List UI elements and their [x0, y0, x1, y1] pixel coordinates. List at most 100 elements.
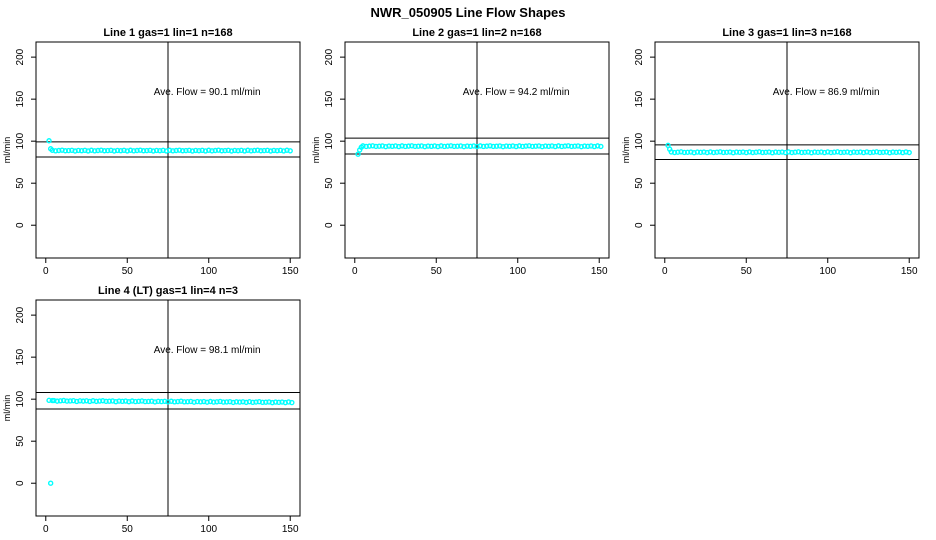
data-point [529, 143, 536, 150]
y-tick-label: 150 [634, 90, 645, 107]
data-point [523, 143, 529, 149]
data-point [104, 147, 111, 154]
y-tick-label: 50 [634, 177, 645, 189]
data-point [173, 147, 179, 154]
data-point [214, 399, 220, 405]
x-tick-label: 0 [43, 266, 49, 277]
data-point [46, 397, 52, 404]
data-point [54, 398, 60, 404]
x-tick-label: 150 [282, 266, 299, 277]
data-point [179, 148, 186, 154]
y-tick-label: 0 [324, 222, 335, 228]
data-point [870, 149, 877, 155]
y-tick-label: 100 [15, 390, 26, 407]
data-point [155, 398, 161, 405]
data-point [542, 143, 549, 149]
data-point [467, 143, 474, 150]
data-point [271, 147, 277, 154]
avg-flow-annotation: Ave. Flow = 94.2 ml/min [463, 87, 570, 98]
data-point [464, 143, 470, 149]
data-point [671, 149, 678, 156]
y-tick-label: 150 [15, 348, 26, 365]
panel-line-3: Line 3 gas=1 lin=3 n=168 0 50 100 150 0 50 100 1… [621, 27, 920, 277]
data-point [183, 147, 189, 154]
data-point [484, 143, 490, 149]
x-tick-label: 50 [122, 266, 134, 277]
data-point [559, 143, 565, 150]
data-point [67, 398, 73, 404]
y-tick-label: 150 [324, 90, 335, 107]
data-point [851, 149, 857, 155]
data-point [248, 148, 254, 154]
data-point [877, 149, 883, 156]
data-point [720, 149, 727, 156]
data-point [96, 398, 103, 404]
y-tick-label: 200 [15, 48, 26, 65]
panel-title: Line 2 gas=1 lin=2 n=168 [412, 27, 541, 39]
data-point [454, 143, 461, 149]
data-point [893, 149, 899, 156]
data-point [598, 143, 604, 150]
data-point [56, 147, 62, 154]
data-point [854, 149, 860, 156]
data-point [759, 149, 766, 156]
data-point [562, 143, 568, 149]
data-point [493, 143, 500, 149]
data-point [506, 143, 513, 150]
data-point [114, 147, 121, 154]
data-point [57, 398, 64, 404]
x-tick-label: 0 [662, 266, 668, 277]
data-point [776, 149, 782, 156]
data-point [157, 147, 163, 154]
plot-border [654, 41, 920, 259]
plot-border [344, 41, 610, 259]
data-point [101, 148, 108, 154]
x-tick-label: 100 [819, 266, 836, 277]
data-point [697, 149, 704, 156]
y-tick-label: 0 [15, 222, 26, 228]
data-point [153, 147, 160, 154]
data-point [210, 399, 217, 405]
data-point [386, 143, 392, 149]
data-point [425, 143, 431, 149]
y-tick-label: 0 [634, 222, 645, 228]
data-point [175, 398, 181, 405]
data-point [581, 143, 588, 149]
x-tick-label: 150 [901, 266, 918, 277]
data-point [220, 399, 227, 405]
x-tick-label: 150 [282, 524, 299, 535]
data-point [65, 147, 72, 154]
data-point [91, 148, 98, 154]
y-tick-label: 200 [634, 48, 645, 65]
data-point [490, 143, 497, 150]
data-point [532, 143, 539, 149]
data-point [184, 398, 191, 405]
x-tick-label: 50 [431, 266, 443, 277]
data-point [222, 147, 228, 154]
data-point [118, 147, 124, 154]
plot-border [35, 41, 301, 259]
x-tick-label: 0 [43, 524, 49, 535]
data-point [209, 148, 215, 154]
data-point [103, 398, 109, 405]
data-point [675, 149, 681, 155]
data-point [880, 149, 886, 155]
y-tick-label: 100 [324, 132, 335, 149]
data-point [194, 398, 201, 405]
data-point [402, 143, 409, 150]
data-point [737, 149, 743, 156]
panel-line-1: Line 1 gas=1 lin=1 n=168 0 50 100 150 0 50 100 1… [2, 27, 301, 277]
data-points [355, 143, 604, 157]
plot-border [35, 299, 301, 517]
data-point [838, 149, 844, 156]
data-point [235, 147, 241, 154]
data-point [681, 149, 688, 156]
data-point [135, 398, 142, 405]
data-point [750, 149, 756, 156]
data-point [144, 147, 150, 154]
data-point [772, 149, 779, 155]
data-point [763, 149, 769, 155]
data-point [798, 149, 805, 156]
data-point [47, 480, 54, 486]
